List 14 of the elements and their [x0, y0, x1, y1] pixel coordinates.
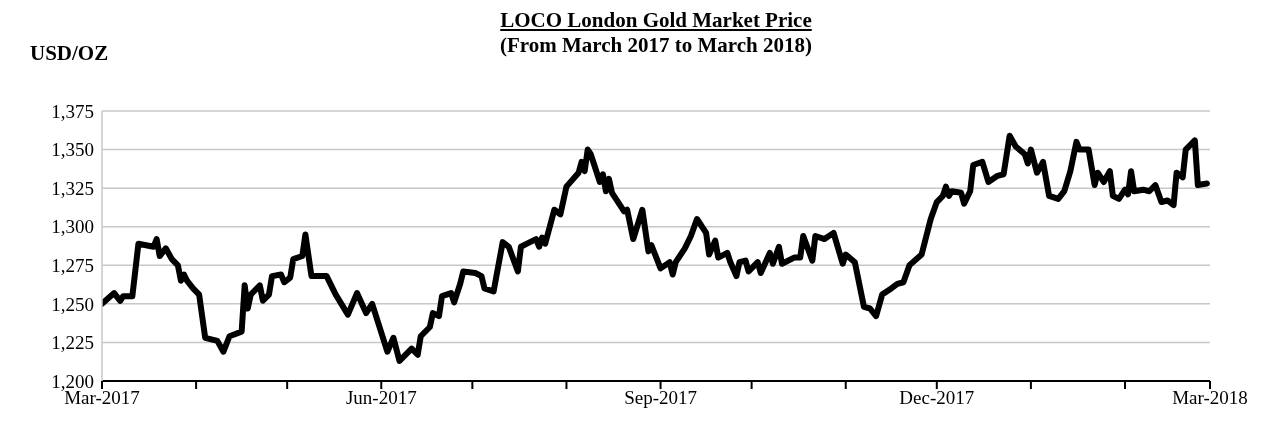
- y-tick-label: 1,375: [51, 100, 94, 122]
- y-tick-label: 1,275: [51, 255, 94, 277]
- y-tick-label: 1,300: [51, 216, 94, 238]
- y-tick-label: 1,225: [51, 332, 94, 354]
- y-tick-label: 1,250: [51, 293, 94, 315]
- x-tick-label: Jun-2017: [345, 387, 417, 409]
- x-tick-label: Dec-2017: [899, 387, 975, 409]
- x-tick-label: Mar-2018: [1172, 387, 1248, 409]
- y-tick-label: 1,350: [51, 139, 94, 161]
- chart-title: LOCO London Gold Market Price: [499, 8, 813, 33]
- chart-subtitle: (From March 2017 to March 2018): [499, 33, 813, 57]
- x-tick-label: Sep-2017: [624, 387, 697, 409]
- y-axis-title: USD/OZ: [30, 41, 109, 66]
- y-tick-label: 1,325: [51, 177, 94, 199]
